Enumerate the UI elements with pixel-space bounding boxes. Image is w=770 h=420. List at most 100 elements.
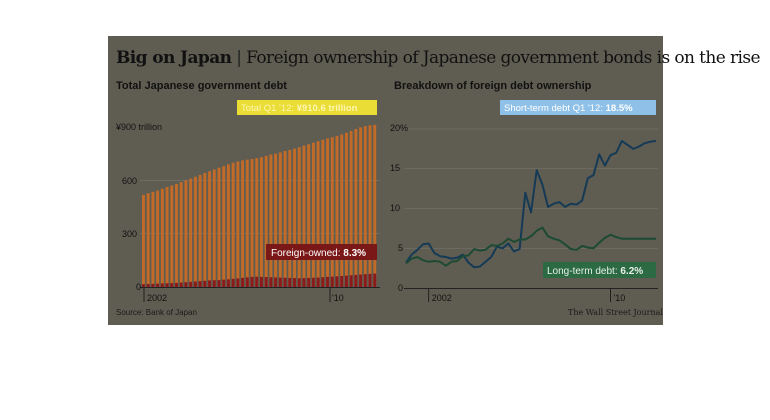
foreign-owned-bar — [217, 280, 221, 287]
right-chart-title: Breakdown of foreign debt ownership — [394, 80, 592, 92]
total-debt-bar — [363, 126, 367, 287]
foreign-owned-bar — [226, 279, 230, 287]
y-tick-label: ¥900 trillion — [115, 122, 162, 132]
foreign-owned-bar — [189, 281, 193, 287]
foreign-owned-bar — [330, 276, 334, 287]
y-tick-label: 0 — [136, 282, 141, 292]
y-tick-label: 10 — [390, 203, 400, 213]
total-debt-bar — [307, 144, 311, 287]
total-debt-bar — [160, 188, 164, 287]
foreign-owned-bar — [250, 276, 254, 287]
total-debt-bar — [326, 138, 330, 287]
headline-separator: | — [236, 48, 242, 68]
foreign-owned-bar — [269, 277, 273, 287]
short-term-callout-text: Short-term debt Q1 '12: 18.5% — [504, 103, 633, 114]
foreign-owned-bar — [264, 277, 268, 287]
total-debt-bar — [260, 157, 263, 287]
total-debt-bar — [175, 183, 178, 287]
total-debt-bar — [330, 137, 334, 287]
foreign-owned-bar — [165, 283, 169, 287]
total-debt-bar — [264, 155, 268, 287]
foreign-owned-bar — [198, 281, 202, 287]
source-note: Source: Bank of Japan — [116, 308, 197, 317]
total-debt-bar — [354, 128, 358, 287]
foreign-owned-bar — [326, 276, 330, 287]
total-callout-text: Total Q1 '12: ¥910.6 trillion — [241, 103, 358, 114]
foreign-owned-bar — [283, 277, 287, 287]
total-debt-bar — [198, 175, 202, 287]
foreign-owned-bar — [245, 277, 249, 287]
foreign-callout-text: Foreign-owned: 8.3% — [271, 248, 366, 259]
total-debt-bar — [321, 139, 325, 287]
foreign-owned-bar — [321, 277, 325, 287]
foreign-owned-bar — [368, 273, 372, 287]
total-debt-bar — [297, 147, 301, 287]
total-callout-bg — [237, 100, 377, 115]
foreign-owned-bar — [340, 275, 344, 287]
foreign-owned-bar — [175, 282, 178, 287]
total-debt-bar — [349, 130, 353, 287]
total-debt-bar — [142, 194, 145, 287]
foreign-owned-bar — [260, 276, 263, 287]
total-debt-bar — [170, 185, 174, 287]
total-debt-bar — [231, 162, 235, 287]
foreign-owned-bar — [302, 278, 306, 287]
y-tick-label: 5 — [398, 243, 403, 253]
foreign-owned-bar — [142, 284, 145, 287]
total-debt-bar — [151, 191, 155, 287]
total-debt-bar — [250, 159, 254, 287]
y-tick-label: 0 — [398, 283, 403, 293]
foreign-owned-bar — [231, 278, 235, 287]
total-debt-bar — [293, 148, 296, 287]
foreign-owned-bar — [363, 274, 367, 287]
credit-note: The Wall Street Journal — [568, 308, 663, 317]
foreign-owned-bar — [208, 280, 212, 287]
foreign-owned-bar — [359, 274, 363, 287]
y-tick-label: 600 — [122, 176, 137, 186]
foreign-owned-bar — [160, 283, 164, 287]
x-tick-label: 2002 — [432, 293, 452, 303]
foreign-owned-bar — [146, 283, 150, 287]
foreign-owned-bar — [274, 277, 278, 287]
y-tick-label: 300 — [122, 229, 137, 239]
total-debt-bar — [368, 125, 372, 287]
foreign-owned-bar — [222, 279, 226, 287]
long-term-debt-line — [405, 226, 656, 267]
foreign-owned-bar — [297, 278, 301, 287]
foreign-owned-bar — [307, 277, 311, 287]
total-debt-bar — [245, 159, 249, 287]
y-tick-label: 20% — [390, 123, 408, 133]
foreign-callout-bg — [266, 244, 377, 260]
x-tick-label: 2002 — [147, 293, 167, 303]
foreign-owned-bar — [278, 277, 282, 287]
total-debt-bar — [335, 135, 339, 287]
total-debt-bar — [255, 158, 259, 287]
x-tick-label: '10 — [614, 293, 626, 303]
total-debt-bar — [208, 171, 212, 287]
short-term-callout-bg — [500, 100, 656, 115]
total-debt-bar — [189, 178, 193, 287]
total-debt-bar — [344, 132, 348, 287]
long-term-callout-bg — [543, 262, 656, 278]
foreign-owned-bar — [293, 278, 296, 287]
foreign-owned-bar — [156, 283, 160, 287]
total-debt-bar — [236, 161, 240, 287]
foreign-owned-bar — [184, 282, 188, 287]
total-debt-bar — [217, 167, 221, 287]
total-debt-bar — [278, 152, 282, 287]
total-debt-bar — [269, 154, 273, 287]
total-debt-bar — [241, 160, 245, 287]
total-debt-bar — [146, 193, 150, 287]
total-debt-bar — [316, 141, 320, 287]
foreign-owned-bar — [349, 275, 353, 287]
total-debt-bar — [226, 164, 230, 287]
y-tick-label: 15 — [390, 163, 400, 173]
foreign-owned-bar — [236, 278, 240, 287]
foreign-owned-bar — [311, 277, 315, 287]
foreign-owned-bar — [170, 283, 174, 287]
foreign-owned-bar — [179, 282, 183, 287]
foreign-owned-bar — [344, 275, 348, 287]
total-debt-bar — [359, 127, 363, 287]
foreign-owned-bar — [335, 276, 339, 287]
foreign-owned-bar — [212, 280, 216, 287]
